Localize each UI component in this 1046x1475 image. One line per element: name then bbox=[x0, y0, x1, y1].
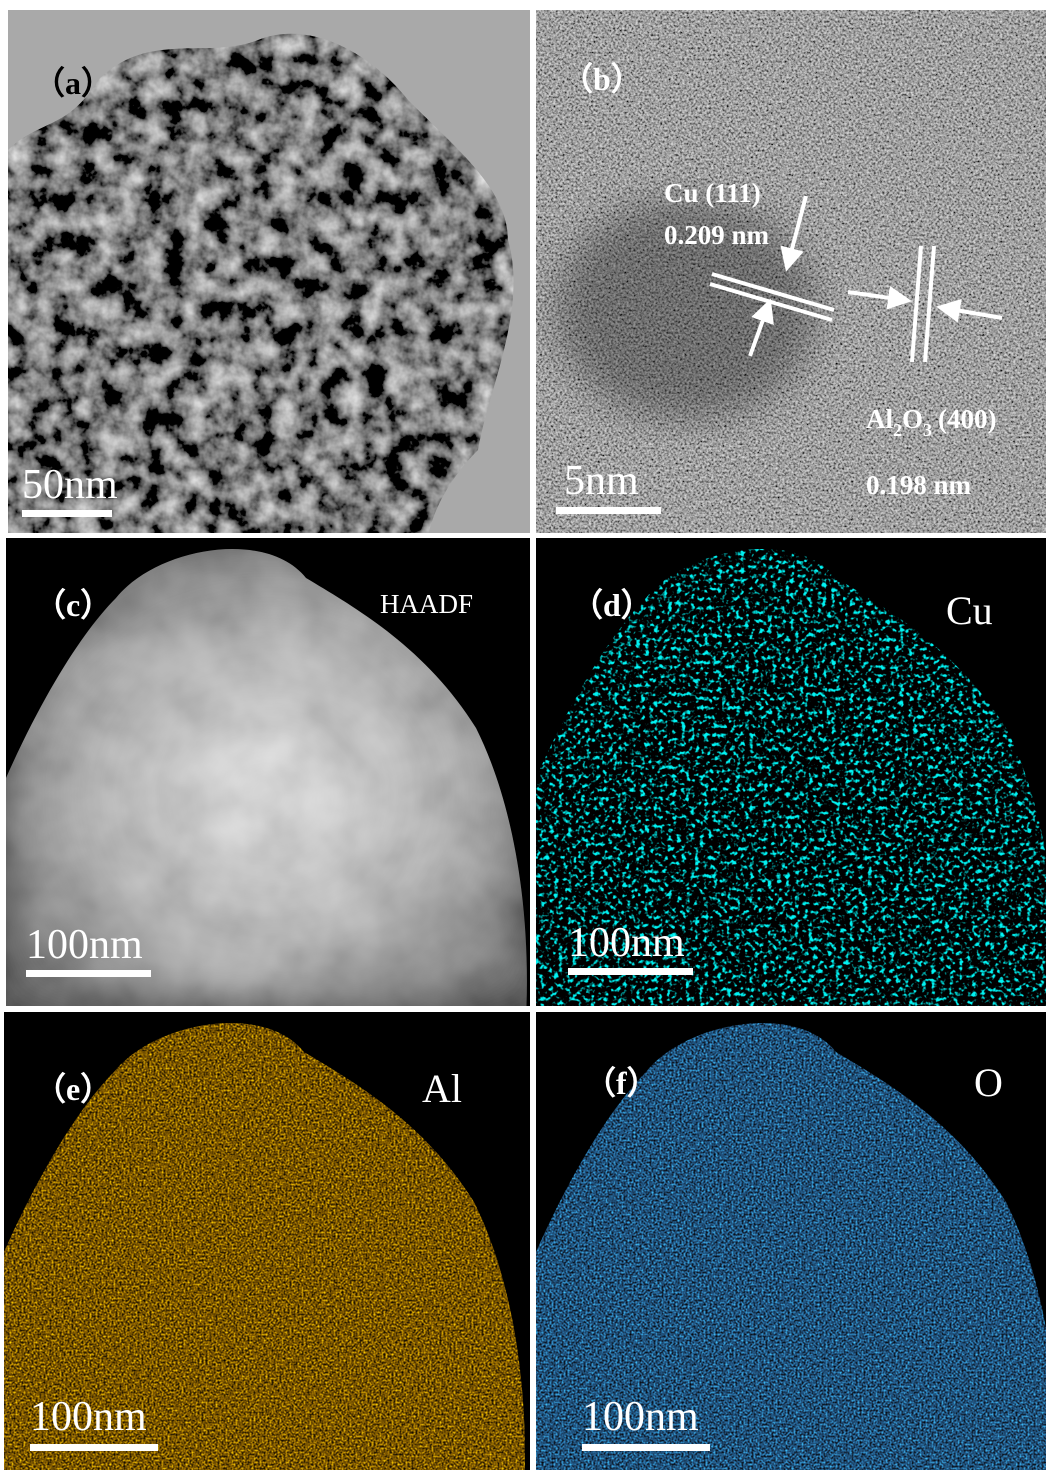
scale-bar bbox=[582, 1444, 710, 1451]
signal-label: O bbox=[974, 1060, 1003, 1105]
scale-bar-label: 5nm bbox=[564, 458, 639, 504]
scale-bar bbox=[22, 510, 112, 517]
page: （a） 50nm （b） Cu (111) 0.209 nm Al2O3(400… bbox=[0, 0, 1046, 1475]
panel-e: （e） Al 100nm bbox=[4, 1012, 530, 1470]
formula-sub: 2 bbox=[893, 420, 902, 440]
formula-part: Al bbox=[866, 404, 893, 434]
signal-label: Cu bbox=[946, 588, 993, 633]
scale-bar-label: 50nm bbox=[22, 462, 118, 508]
panel-label: （d） bbox=[571, 587, 653, 623]
scale-bar bbox=[26, 970, 151, 977]
panel-label: （a） bbox=[33, 65, 113, 101]
panel-c: （c） HAADF 100nm bbox=[6, 538, 530, 1006]
panel-label: （e） bbox=[34, 1071, 112, 1107]
scale-bar-label: 100nm bbox=[26, 922, 143, 968]
figure: （a） 50nm （b） Cu (111) 0.209 nm Al2O3(400… bbox=[0, 0, 1046, 1475]
scale-bar bbox=[30, 1444, 158, 1451]
panel-a: （a） 50nm bbox=[8, 10, 530, 533]
formula-part: O bbox=[902, 404, 923, 434]
scale-bar bbox=[568, 968, 693, 975]
panel-f: （f） O 100nm bbox=[536, 1012, 1046, 1470]
scale-bar-label: 100nm bbox=[568, 920, 685, 966]
al2o3-spacing: 0.198 nm bbox=[866, 470, 972, 500]
panel-label: （c） bbox=[34, 587, 112, 623]
cu-plane: Cu (111) bbox=[664, 178, 761, 208]
formula-sub: 3 bbox=[923, 420, 932, 440]
signal-label: Al bbox=[422, 1066, 462, 1111]
signal-label: HAADF bbox=[380, 589, 473, 619]
panel-label: （f） bbox=[584, 1065, 659, 1101]
scale-bar bbox=[556, 507, 661, 514]
panel-label: （b） bbox=[561, 61, 643, 97]
scale-bar-label: 100nm bbox=[582, 1394, 699, 1440]
panel-d: （d） Cu 100nm bbox=[536, 538, 1046, 1006]
cu-spacing: 0.209 nm bbox=[664, 220, 770, 250]
formula-part: (400) bbox=[938, 404, 996, 434]
scale-bar-label: 100nm bbox=[30, 1394, 147, 1440]
panel-b: （b） Cu (111) 0.209 nm Al2O3 (400) 0.198 n… bbox=[536, 10, 1046, 533]
